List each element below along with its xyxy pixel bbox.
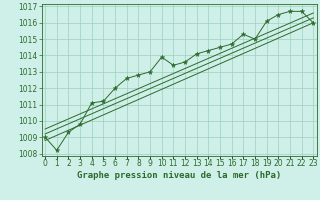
X-axis label: Graphe pression niveau de la mer (hPa): Graphe pression niveau de la mer (hPa): [77, 171, 281, 180]
